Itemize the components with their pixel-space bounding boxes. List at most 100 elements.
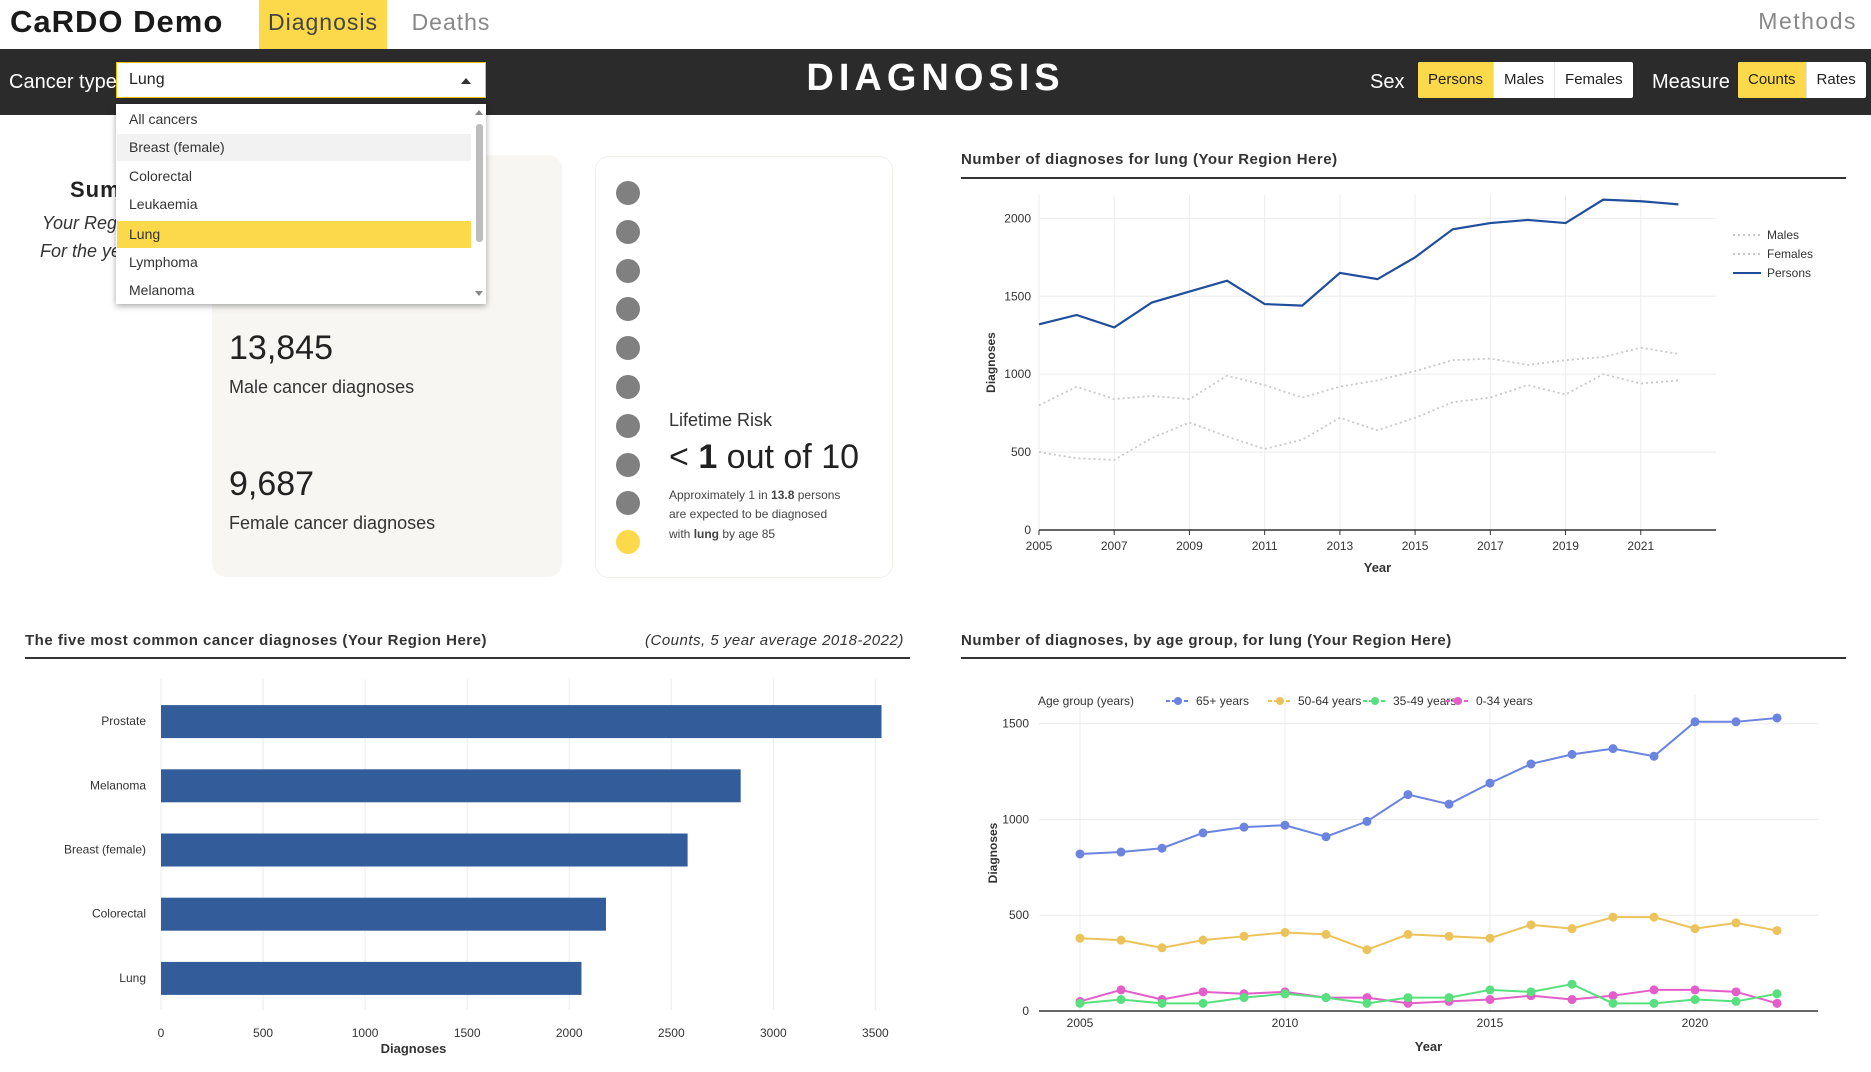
legend-marker xyxy=(1371,697,1379,705)
x-tick-label: 2005 xyxy=(1067,1016,1094,1030)
series-point xyxy=(1198,828,1208,838)
x-tick-label: 1500 xyxy=(454,1026,481,1040)
measure-rates-button[interactable]: Rates xyxy=(1816,71,1856,88)
bar-colorectal xyxy=(161,897,606,931)
y-tick-label: 500 xyxy=(1009,908,1029,922)
series-point xyxy=(1526,987,1536,997)
dropdown-scrollbar[interactable] xyxy=(476,124,483,242)
risk-dot xyxy=(616,181,640,205)
series-point xyxy=(1198,987,1208,997)
dropdown-option-all-cancers[interactable]: All cancers xyxy=(129,111,198,127)
risk-note-text: persons xyxy=(794,488,841,502)
series-point xyxy=(1157,843,1167,853)
cancer-type-select[interactable]: Lung xyxy=(116,62,486,98)
series-point xyxy=(1608,744,1618,754)
scroll-up-icon[interactable] xyxy=(475,110,483,115)
series-point xyxy=(1567,924,1577,934)
risk-note-text: by age 85 xyxy=(719,527,776,541)
lifetime-risk-value: < 1 out of 10 xyxy=(669,438,859,477)
legend-label: Persons xyxy=(1767,266,1811,280)
dropdown-option-lung[interactable]: Lung xyxy=(117,221,471,248)
dropdown-option-lymphoma[interactable]: Lymphoma xyxy=(129,254,198,270)
dropdown-option-colorectal[interactable]: Colorectal xyxy=(129,168,193,184)
category-label: Lung xyxy=(119,971,146,985)
page-title: DIAGNOSIS xyxy=(806,57,1065,99)
caret-up-icon xyxy=(461,78,471,84)
risk-prefix: < xyxy=(669,438,699,476)
x-tick-label: 2500 xyxy=(658,1026,685,1040)
risk-number: 1 xyxy=(698,438,718,476)
category-label: Prostate xyxy=(101,714,146,728)
category-label: Melanoma xyxy=(90,778,146,792)
series-point xyxy=(1362,998,1372,1008)
x-tick-label: 2005 xyxy=(1026,539,1053,553)
top5-chart-title: The five most common cancer diagnoses (Y… xyxy=(25,632,487,649)
series-point xyxy=(1567,995,1577,1005)
series-line xyxy=(1079,916,1778,951)
sex-males-button[interactable]: Males xyxy=(1494,62,1556,98)
dropdown-option-breast[interactable]: Breast (female) xyxy=(117,134,471,161)
x-tick-label: 2013 xyxy=(1327,539,1354,553)
series-point xyxy=(1444,799,1454,809)
series-point xyxy=(1116,847,1126,857)
risk-note-line1: Approximately 1 in 13.8 persons xyxy=(669,488,840,502)
series-point xyxy=(1198,998,1208,1008)
series-point xyxy=(1116,995,1126,1005)
y-tick-label: 1500 xyxy=(1004,289,1031,303)
age-chart-title: Number of diagnoses, by age group, for l… xyxy=(961,632,1452,649)
x-tick-label: 500 xyxy=(253,1026,273,1040)
top5-bar-chart: 0 500 1000 1500 2000 2500 3000 3500 Prostate Mela… xyxy=(64,679,889,1056)
legend-label: 0-34 years xyxy=(1476,694,1533,708)
tab-deaths[interactable]: Deaths xyxy=(411,9,491,35)
dropdown-option-leukaemia[interactable]: Leukaemia xyxy=(129,196,198,212)
series-line xyxy=(1079,983,1778,1005)
x-tick-label: 2009 xyxy=(1176,539,1203,553)
dropdown-option-melanoma[interactable]: Melanoma xyxy=(129,282,195,298)
risk-note-text: with xyxy=(669,527,694,541)
measure-counts-button[interactable]: Counts xyxy=(1738,62,1807,98)
y-tick-label: 0 xyxy=(1024,523,1031,537)
series-point xyxy=(1280,927,1290,937)
series-point xyxy=(1731,996,1741,1006)
scroll-down-icon[interactable] xyxy=(475,291,483,296)
series-point xyxy=(1485,778,1495,788)
x-tick-label: 2019 xyxy=(1552,539,1579,553)
sex-toggle-group: Persons Males Females xyxy=(1418,62,1633,98)
methods-link[interactable]: Methods xyxy=(1758,8,1857,34)
series-point xyxy=(1403,929,1413,939)
series-point xyxy=(1772,998,1782,1008)
series-point xyxy=(1403,790,1413,800)
series-point xyxy=(1485,985,1495,995)
risk-dot xyxy=(616,297,640,322)
bar-prostate xyxy=(161,705,882,739)
series-point xyxy=(1649,998,1659,1008)
series-point xyxy=(1239,993,1249,1003)
series-point xyxy=(1403,993,1413,1003)
bar-lung xyxy=(161,961,582,995)
series-line xyxy=(1079,988,1778,1005)
x-tick-label: 1000 xyxy=(352,1026,379,1040)
tab-diagnosis[interactable]: Diagnosis xyxy=(259,0,387,49)
y-tick-label: 0 xyxy=(1022,1004,1029,1018)
legend-label: 65+ years xyxy=(1196,694,1249,708)
series-point xyxy=(1690,924,1700,934)
trend-chart-title: Number of diagnoses for lung (Your Regio… xyxy=(961,151,1338,168)
legend-title: Age group (years) xyxy=(1038,694,1134,708)
series-point xyxy=(1116,935,1126,945)
x-tick-label: 3000 xyxy=(760,1026,787,1040)
series-persons-line xyxy=(1038,198,1679,329)
age-chart: 0 500 1000 1500 2005 2010 2015 2020 Year Diagnose… xyxy=(986,694,1818,1054)
risk-dot xyxy=(616,336,640,361)
x-tick-label: 2000 xyxy=(556,1026,583,1040)
series-point xyxy=(1567,979,1577,989)
series-point xyxy=(1772,989,1782,999)
series-point xyxy=(1157,943,1167,953)
legend-label: Males xyxy=(1767,228,1799,242)
sex-persons-button[interactable]: Persons xyxy=(1418,62,1495,98)
risk-note-bold: lung xyxy=(693,527,720,541)
sex-females-button[interactable]: Females xyxy=(1565,71,1623,88)
series-point xyxy=(1731,717,1741,727)
x-tick-label: 0 xyxy=(158,1026,165,1040)
series-point xyxy=(1608,998,1618,1008)
trend-chart: 0 500 1000 1500 2000 2005 2007 2009 2011 2013 2015… xyxy=(984,195,1813,575)
